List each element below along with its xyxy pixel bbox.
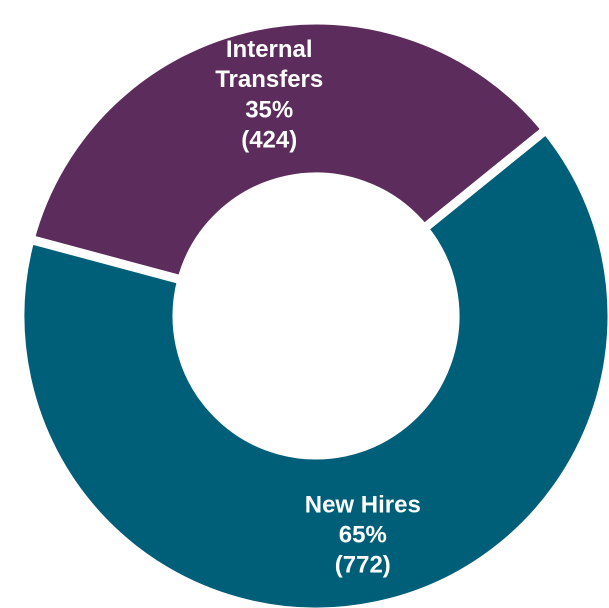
slice-percent: 65%: [339, 521, 387, 548]
slice-percent: 35%: [245, 96, 293, 123]
slice-count: (424): [241, 126, 297, 153]
slice-label-line: Internal: [226, 36, 313, 63]
slice-count: (772): [335, 551, 391, 578]
slice-label-line: Transfers: [215, 66, 323, 93]
donut-slice: [15, 123, 609, 608]
donut-slice: [24, 15, 553, 286]
slice-label: Internal Transfers: [215, 36, 323, 93]
slice-label: New Hires: [305, 491, 421, 518]
